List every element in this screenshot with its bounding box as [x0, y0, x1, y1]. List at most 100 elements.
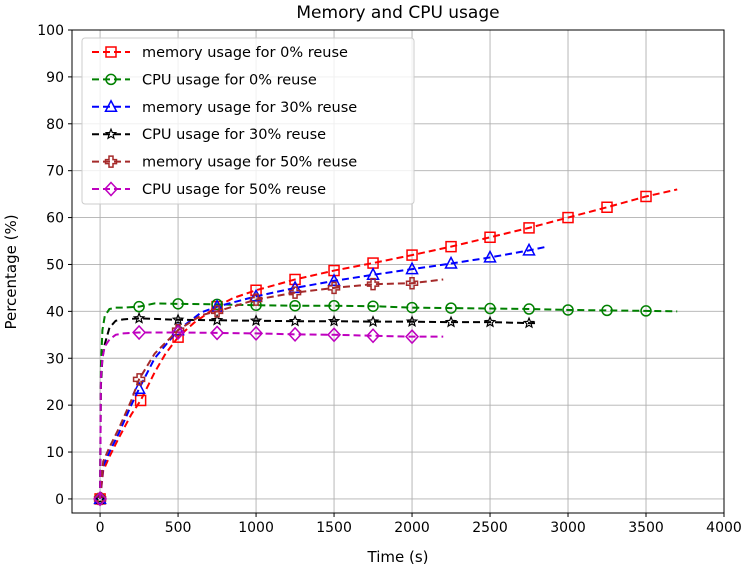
legend-label: memory usage for 50% reuse	[142, 155, 357, 171]
data-point	[640, 305, 652, 317]
legend: memory usage for 0% reuse CPU usage for 0…	[81, 37, 415, 205]
data-point	[210, 325, 225, 341]
data-point	[93, 492, 107, 506]
data-point	[406, 301, 418, 314]
legend-entry: CPU usage for 50% reuse	[92, 181, 326, 198]
x-tick-label: 0	[96, 520, 105, 536]
y-axis-label: Percentage (%)	[2, 214, 20, 329]
data-point	[132, 311, 146, 324]
series-3	[93, 311, 537, 505]
y-tick-label: 60	[46, 211, 64, 227]
y-tick-label: 40	[46, 304, 64, 320]
series-line	[99, 331, 444, 499]
data-point	[366, 315, 380, 328]
data-point	[601, 201, 613, 214]
chart-title: Memory and CPU usage	[296, 3, 499, 23]
data-point	[444, 255, 458, 269]
data-point	[640, 190, 652, 203]
data-point	[523, 303, 535, 315]
x-tick-label: 3500	[628, 520, 664, 536]
data-point	[562, 211, 574, 224]
series-line	[99, 317, 537, 499]
legend-label: memory usage for 0% reuse	[142, 45, 348, 61]
data-point	[132, 324, 147, 341]
legend-entry: memory usage for 50% reuse	[92, 155, 357, 171]
data-point	[405, 329, 420, 345]
data-point	[522, 242, 536, 256]
legend-box	[81, 37, 415, 205]
data-point	[249, 325, 264, 342]
legend-marker	[104, 155, 118, 168]
legend-entry: CPU usage for 30% reuse	[92, 127, 326, 143]
legend-entry: memory usage for 0% reuse	[92, 45, 348, 61]
data-point	[366, 277, 380, 291]
data-point	[132, 381, 146, 394]
x-tick-label: 2500	[472, 520, 508, 536]
data-point	[484, 302, 496, 315]
legend-marker	[104, 127, 118, 140]
series-line	[99, 188, 678, 500]
data-point	[171, 313, 185, 326]
data-point	[289, 299, 301, 312]
legend-marker	[105, 73, 117, 86]
series-line	[99, 302, 678, 499]
data-point	[445, 302, 457, 314]
data-point	[288, 326, 303, 342]
y-tick-label: 30	[46, 351, 64, 367]
legend-label: CPU usage for 0% reuse	[142, 72, 317, 88]
data-point	[289, 273, 301, 286]
data-point	[484, 231, 496, 244]
x-tick-label: 2000	[394, 520, 430, 536]
y-tick-label: 50	[46, 257, 64, 273]
data-point	[405, 261, 419, 275]
data-point	[171, 324, 186, 341]
x-tick-label: 1000	[238, 520, 274, 536]
y-tick-label: 0	[55, 492, 64, 508]
y-tick-label: 70	[46, 164, 64, 180]
data-point	[210, 305, 224, 318]
data-point	[523, 222, 535, 234]
data-point	[562, 304, 574, 316]
data-point	[327, 273, 341, 287]
data-point	[444, 315, 458, 328]
data-point	[133, 300, 145, 313]
data-point	[406, 249, 418, 261]
legend-entry: CPU usage for 0% reuse	[92, 72, 317, 88]
y-tick-label: 100	[37, 23, 64, 39]
x-tick-label: 500	[165, 520, 192, 536]
series-5	[93, 324, 444, 507]
data-point	[327, 281, 341, 295]
data-point	[249, 293, 263, 306]
ticks: 0 500 1000 1500 2000 2500 3000 3500 4000 0 10 20 30 4…	[37, 23, 742, 536]
x-tick-label: 1500	[316, 520, 352, 536]
data-point	[327, 314, 341, 327]
legend-marker	[103, 181, 119, 197]
data-point	[93, 491, 107, 505]
data-point	[601, 304, 613, 317]
data-point	[93, 491, 108, 507]
plot-frame	[71, 29, 725, 514]
data-point	[483, 249, 497, 263]
legend-label: memory usage for 30% reuse	[142, 100, 357, 116]
data-point	[405, 315, 419, 328]
legend-marker	[105, 46, 117, 58]
data-point	[522, 316, 536, 329]
data-point	[134, 394, 147, 407]
x-tick-label: 4000	[706, 520, 742, 536]
data-point	[172, 298, 184, 310]
legend-label: CPU usage for 30% reuse	[142, 127, 326, 143]
data-point	[327, 327, 342, 343]
series-line	[99, 246, 545, 500]
legend-entry: memory usage for 30% reuse	[92, 99, 357, 116]
legend-label: CPU usage for 50% reuse	[142, 182, 326, 198]
data-point	[483, 315, 497, 328]
x-tick-label: 3000	[550, 520, 586, 536]
data-point	[405, 276, 419, 290]
y-tick-label: 80	[46, 117, 64, 133]
data-point	[367, 300, 379, 312]
data-point	[288, 286, 302, 299]
data-point	[132, 373, 146, 386]
series-layer	[93, 188, 678, 507]
data-point	[445, 240, 457, 253]
